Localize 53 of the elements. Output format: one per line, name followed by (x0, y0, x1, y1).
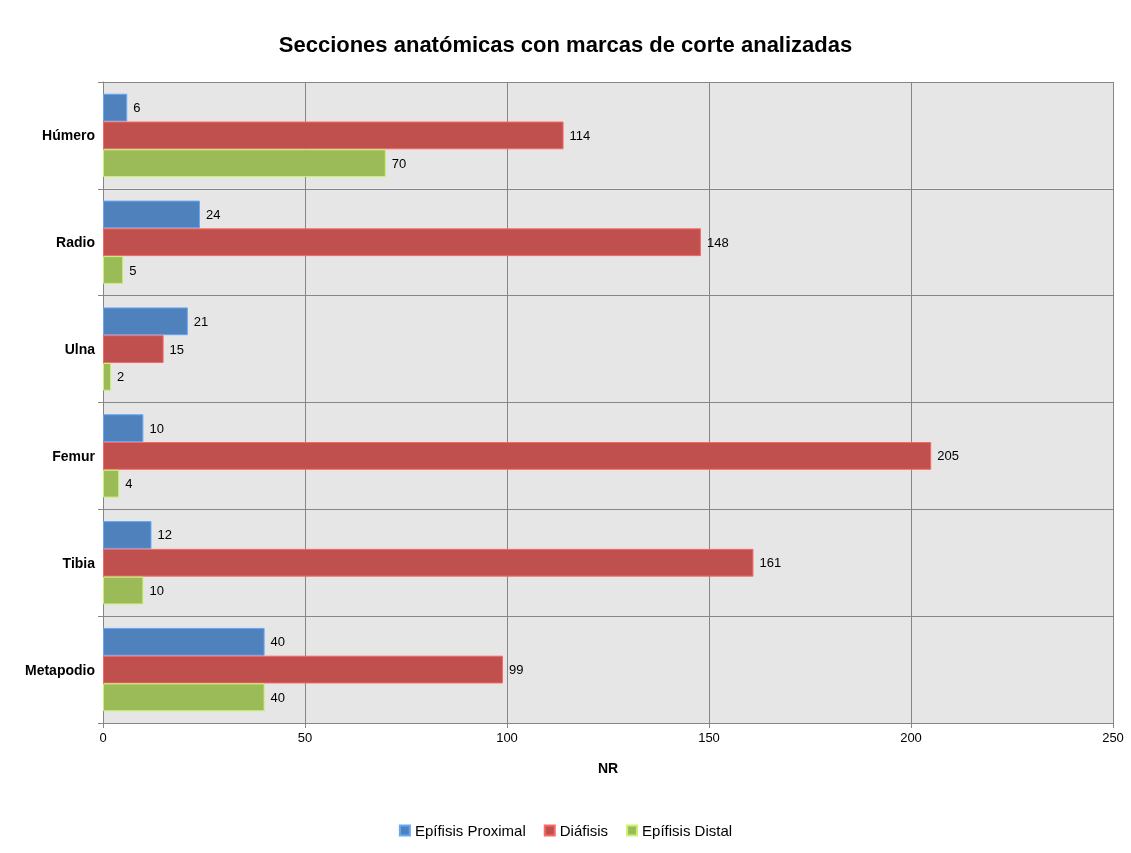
x-tick-label: 100 (496, 730, 518, 745)
bar (103, 362, 112, 391)
data-label: 148 (706, 234, 729, 250)
bar (103, 93, 128, 122)
legend-label: Epífisis Proximal (414, 822, 526, 839)
y-tick-label: Metapodio (25, 661, 95, 678)
x-axis-title: NR (597, 760, 619, 776)
data-label: 15 (169, 341, 185, 357)
bar (103, 307, 188, 336)
data-label: 21 (193, 313, 209, 329)
bar (103, 256, 124, 284)
bar (103, 228, 701, 257)
bar (103, 548, 754, 577)
data-label: 161 (759, 555, 782, 571)
y-tick-label: Radio (56, 234, 95, 251)
bar (103, 655, 503, 684)
bar (103, 627, 265, 656)
bar (103, 200, 200, 229)
x-tick-label: 200 (900, 730, 922, 745)
data-label: 5 (129, 262, 137, 278)
data-label: 10 (149, 420, 164, 436)
x-tick-label: 50 (297, 730, 313, 745)
data-label: 24 (205, 206, 221, 222)
x-tick-label: 0 (99, 730, 107, 745)
bar (103, 442, 932, 470)
bar (103, 414, 144, 443)
x-tick-label: 150 (698, 730, 720, 745)
data-label: 70 (391, 155, 407, 171)
data-label: 12 (157, 527, 172, 543)
y-tick-label: Ulna (64, 341, 96, 358)
y-tick-label: Femur (52, 447, 96, 464)
legend-label: Epífisis Distal (642, 822, 733, 839)
y-tick-label: Húmero (42, 127, 95, 144)
bar (103, 521, 152, 549)
x-tick-label: 250 (1102, 730, 1124, 745)
bar (103, 149, 386, 178)
chart-title: Secciones anatómicas con marcas de corte analizadas (278, 31, 853, 57)
data-label: 114 (569, 127, 591, 143)
bar (103, 121, 564, 150)
data-label: 2 (117, 369, 125, 385)
data-label: 40 (270, 634, 286, 650)
data-label: 40 (270, 689, 286, 705)
data-label: 10 (149, 583, 164, 599)
bar (103, 576, 144, 605)
data-label: 6 (133, 100, 141, 116)
y-tick-label: Tibia (62, 554, 96, 571)
bar (103, 683, 265, 712)
data-label: 205 (937, 448, 959, 464)
data-label: 4 (125, 476, 133, 492)
legend-label: Diáfisis (559, 822, 609, 839)
bar (103, 469, 120, 498)
bar (103, 335, 164, 363)
data-label: 99 (508, 662, 524, 678)
